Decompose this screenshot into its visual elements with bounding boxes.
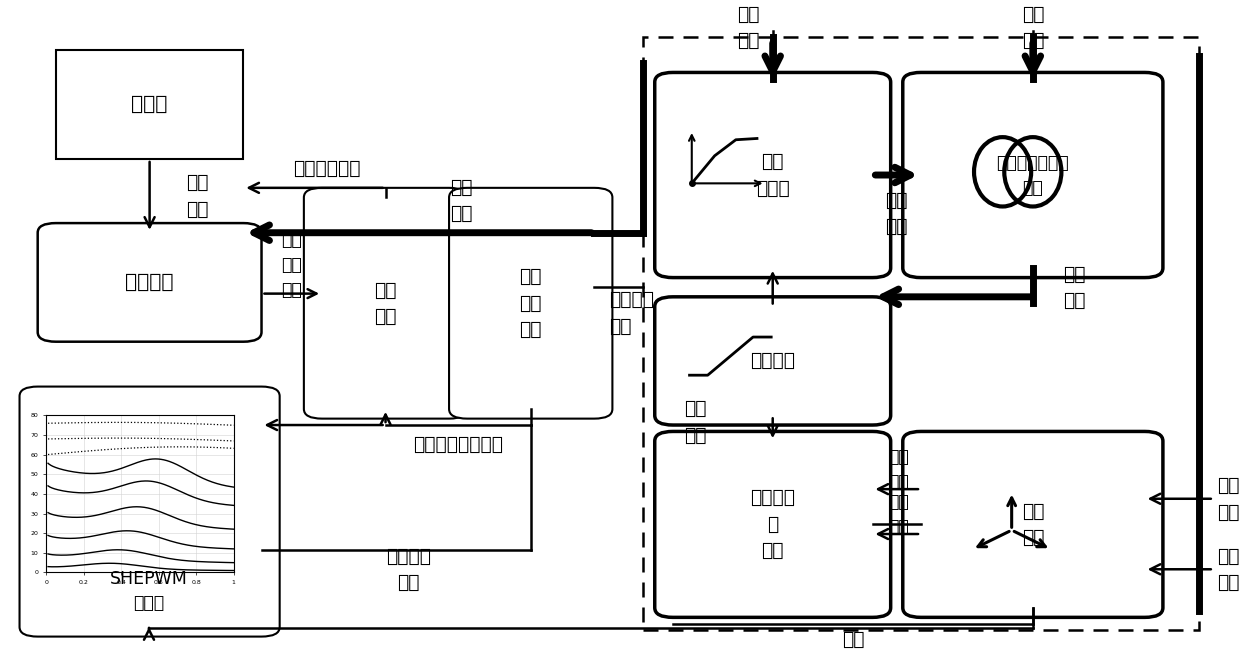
Text: 转矩
给定: 转矩 给定	[1022, 5, 1044, 50]
FancyBboxPatch shape	[304, 188, 467, 419]
Text: 补偿
方法: 补偿 方法	[374, 281, 397, 326]
Text: 速度
控制器: 速度 控制器	[756, 152, 790, 198]
FancyBboxPatch shape	[20, 387, 280, 636]
FancyBboxPatch shape	[903, 432, 1163, 617]
Text: 转矩
给定: 转矩 给定	[885, 191, 908, 236]
Text: 电流
给定: 电流 给定	[1063, 264, 1085, 310]
Text: 电压矢量
相位: 电压矢量 相位	[609, 290, 653, 336]
Text: 电流控制
与
解耦: 电流控制 与 解耦	[750, 489, 795, 560]
Text: 电压矢量
幅值: 电压矢量 幅值	[386, 547, 430, 592]
Text: 母线电压预测波形: 母线电压预测波形	[413, 435, 503, 454]
Text: 电流
反馈: 电流 反馈	[888, 493, 909, 536]
FancyBboxPatch shape	[37, 223, 262, 341]
Text: 滑动
预测
窗口: 滑动 预测 窗口	[520, 267, 542, 339]
Text: 频率: 频率	[842, 630, 864, 649]
FancyBboxPatch shape	[655, 432, 890, 617]
FancyBboxPatch shape	[903, 73, 1163, 277]
Text: 原始
开关
时刻: 原始 开关 时刻	[281, 231, 303, 299]
Text: 开关
脉冲: 开关 脉冲	[186, 173, 208, 218]
FancyBboxPatch shape	[655, 297, 890, 425]
FancyBboxPatch shape	[56, 50, 243, 159]
Text: SHEPWM: SHEPWM	[110, 570, 188, 588]
Text: 给定限幅: 给定限幅	[750, 351, 795, 370]
Text: 脉冲生成: 脉冲生成	[125, 273, 174, 292]
Text: 角度表: 角度表	[134, 594, 165, 611]
Text: 三相
电流: 三相 电流	[1218, 476, 1240, 521]
Text: 电流
给定: 电流 给定	[888, 449, 909, 491]
Text: 同步
触发: 同步 触发	[450, 178, 472, 224]
FancyBboxPatch shape	[449, 188, 613, 419]
Text: 最大转矩电流比
系统: 最大转矩电流比 系统	[997, 154, 1069, 196]
Text: 转子
位置: 转子 位置	[1218, 547, 1240, 592]
Text: 开关时刻调整: 开关时刻调整	[293, 159, 361, 178]
Text: 电流
给定: 电流 给定	[683, 399, 706, 445]
FancyBboxPatch shape	[655, 73, 890, 277]
Text: 速度
给定: 速度 给定	[738, 5, 760, 50]
Text: 坐标
变换: 坐标 变换	[1022, 502, 1044, 547]
Text: 逆变器: 逆变器	[131, 95, 167, 114]
